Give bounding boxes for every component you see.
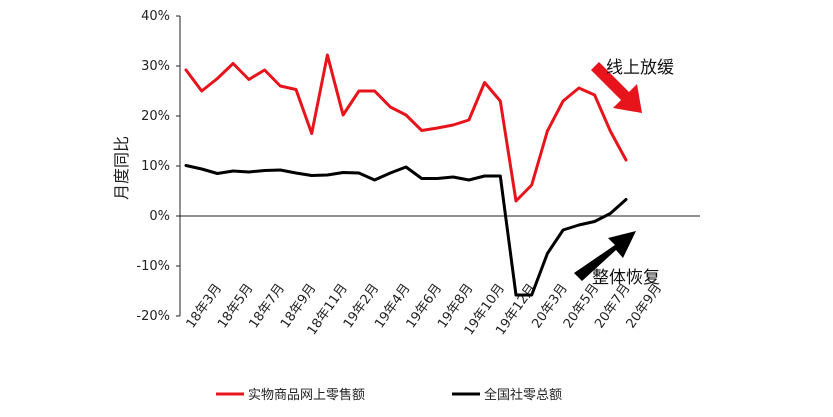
- y-tick-label: 30%: [141, 59, 170, 74]
- x-tick-labels: 18年3月18年5月18年7月18年9月18年11月19年2月19年4月19年6…: [184, 281, 665, 338]
- y-tick-labels: 40% 30% 20% 10% 0% -10% -20%: [136, 9, 170, 324]
- annotation-arrow-down-icon: [591, 62, 642, 113]
- y-axis-label: 月度同比: [112, 136, 131, 200]
- series-layer: [184, 53, 628, 297]
- series-line-total-retail: [184, 164, 628, 297]
- legend-label-total: 全国社零总额: [484, 387, 562, 403]
- y-axis: [176, 15, 181, 317]
- series-line-online-retail: [184, 53, 628, 203]
- y-tick-label: 10%: [141, 159, 170, 174]
- y-tick-label: 0%: [149, 209, 170, 224]
- y-tick-label: 20%: [141, 109, 170, 124]
- legend: 实物商品网上零售额 全国社零总额: [216, 387, 562, 403]
- y-tick-label: 40%: [141, 9, 170, 24]
- annotation-recovery: 整体恢复: [574, 231, 660, 288]
- annotation-slowdown-label: 线上放缓: [606, 58, 674, 78]
- y-tick-label: -20%: [136, 309, 170, 324]
- annotation-arrow-up-icon: [574, 231, 636, 281]
- y-tick-label: -10%: [136, 259, 170, 274]
- annotation-slowdown: 线上放缓: [591, 58, 674, 113]
- annotation-recovery-label: 整体恢复: [592, 268, 660, 288]
- legend-label-online: 实物商品网上零售额: [248, 387, 365, 403]
